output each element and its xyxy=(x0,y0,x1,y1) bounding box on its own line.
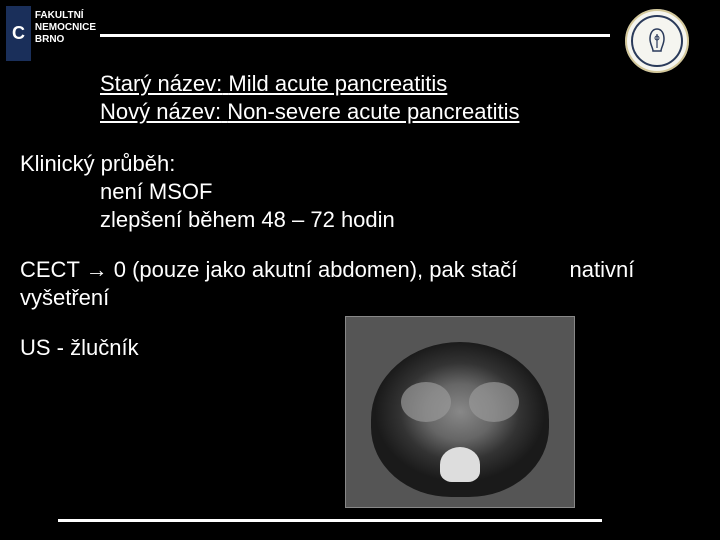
clinical-line1: není MSOF xyxy=(100,178,700,206)
hospital-logo: C FAKULTNÍ NEMOCNICE BRNO xyxy=(6,6,96,61)
new-name-line: Nový název: Non-severe acute pancreatiti… xyxy=(100,98,700,126)
seal-ring xyxy=(631,15,683,67)
ct-scan-image xyxy=(345,316,575,508)
new-name-label: Nový název: xyxy=(100,99,221,124)
cect-text3: vyšetření xyxy=(20,285,109,310)
new-name-value: Non-severe acute pancreatitis xyxy=(227,99,519,124)
logo-text: FAKULTNÍ NEMOCNICE BRNO xyxy=(31,6,96,61)
logo-line1: FAKULTNÍ xyxy=(35,10,96,22)
logo-line2: NEMOCNICE xyxy=(35,22,96,34)
old-name-value: Mild acute pancreatitis xyxy=(228,71,447,96)
logo-line3: BRNO xyxy=(35,34,96,46)
old-name-line: Starý název: Mild acute pancreatitis xyxy=(100,70,700,98)
top-divider xyxy=(100,34,610,37)
seal-emblem-icon xyxy=(642,26,672,56)
ct-spine xyxy=(440,447,480,482)
bottom-divider xyxy=(58,519,602,522)
cect-text1: CECT → 0 (pouze jako akutní abdomen), pa… xyxy=(20,257,517,282)
university-seal xyxy=(622,6,692,76)
ct-body-outline xyxy=(371,342,549,497)
old-name-label: Starý název: xyxy=(100,71,222,96)
clinical-line2: zlepšení během 48 – 72 hodin xyxy=(100,206,700,234)
logo-mark: C xyxy=(6,6,31,61)
clinical-title: Klinický průběh: xyxy=(20,150,700,178)
cect-text2: nativní xyxy=(570,257,635,282)
cect-block: CECT → 0 (pouze jako akutní abdomen), pa… xyxy=(20,256,700,312)
ct-organ-right xyxy=(469,382,519,422)
ct-organ-left xyxy=(401,382,451,422)
logo-letter: C xyxy=(12,23,25,44)
